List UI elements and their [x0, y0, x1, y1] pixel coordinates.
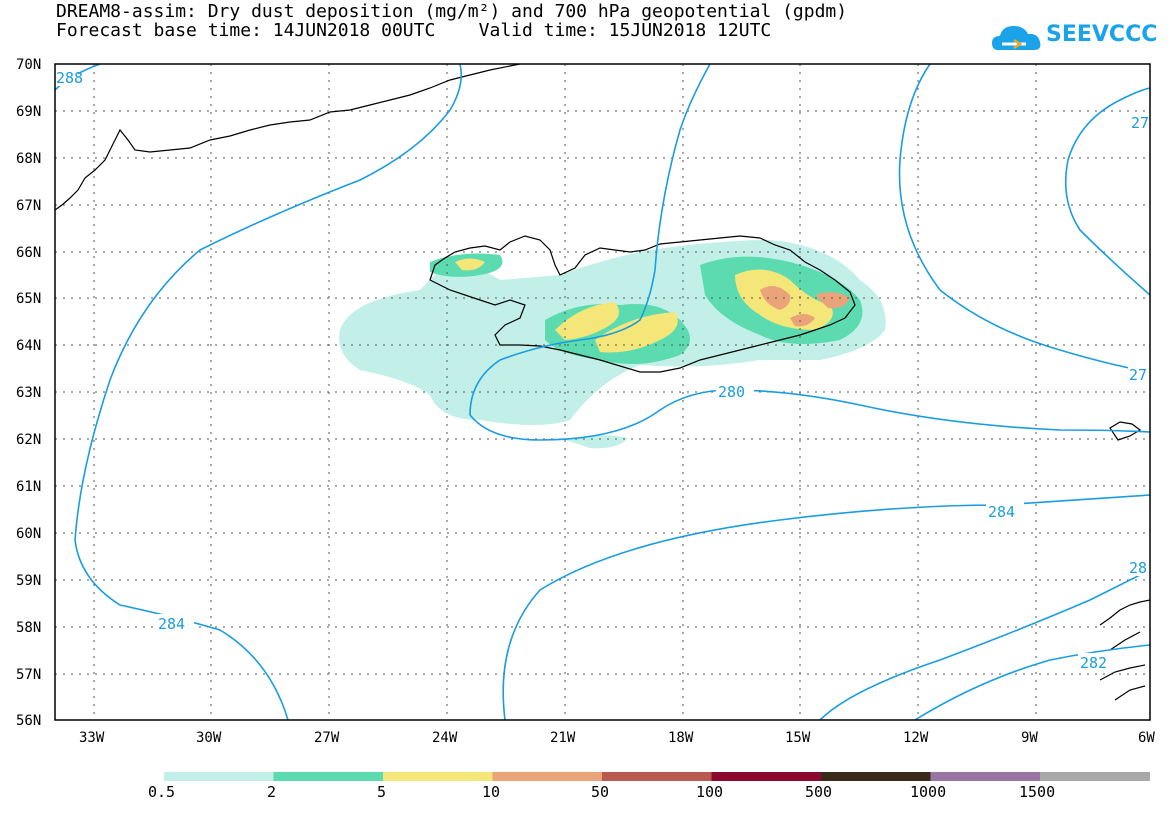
lat-label: 61N	[16, 479, 41, 495]
contour-label: 280	[718, 383, 745, 401]
legend-label: 5	[377, 783, 386, 801]
legend-label: 100	[696, 783, 723, 801]
lat-label: 68N	[16, 151, 41, 167]
greenland-coast	[54, 63, 521, 211]
lat-label: 60N	[16, 526, 41, 542]
contour-label: 284	[158, 615, 185, 633]
coastlines	[54, 63, 1151, 701]
lon-label: 15W	[785, 730, 811, 746]
legend-swatch	[602, 772, 712, 781]
faroe-islands-coast	[1109, 421, 1142, 441]
cloud-icon	[992, 26, 1041, 50]
contour-label: 28	[1129, 559, 1147, 577]
legend-label: 10	[482, 783, 500, 801]
lat-label: 70N	[16, 57, 41, 73]
legend-label: 50	[591, 783, 609, 801]
contour-label: 284	[988, 503, 1015, 521]
contour-label: 288	[56, 69, 83, 87]
legend-label: 1500	[1019, 783, 1055, 801]
legend-swatch	[821, 772, 931, 781]
lat-label: 65N	[16, 291, 41, 307]
legend-swatch	[1040, 772, 1150, 781]
contour-label: 282	[1080, 654, 1107, 672]
lat-label: 67N	[16, 198, 41, 214]
logo-text: SEEVCCC	[1046, 22, 1158, 47]
scotland-coast	[1099, 599, 1151, 701]
iceland-coast	[429, 235, 856, 373]
legend-swatch	[492, 772, 603, 781]
lon-label: 27W	[314, 730, 340, 746]
lon-label: 6W	[1138, 730, 1155, 746]
latitude-labels: 70N 69N 68N 67N 66N 65N 64N 63N 62N 61N …	[16, 57, 41, 729]
legend-colorbar	[164, 772, 1150, 781]
lat-label: 64N	[16, 338, 41, 354]
contour-label: 27	[1131, 114, 1149, 132]
lat-label: 62N	[16, 432, 41, 448]
contour-label: 27	[1129, 366, 1147, 384]
legend-label: 1000	[910, 783, 946, 801]
lon-label: 18W	[668, 730, 694, 746]
geopotential-contours	[54, 63, 1151, 721]
legend-swatch	[930, 772, 1041, 781]
lat-label: 56N	[16, 713, 41, 729]
map-frame	[54, 63, 1151, 721]
contour-labels: 288 284 280 284 28 27 27 282	[54, 68, 1152, 672]
lon-label: 30W	[196, 730, 222, 746]
legend-swatch	[383, 772, 493, 781]
lon-label: 9W	[1021, 730, 1038, 746]
lat-label: 69N	[16, 104, 41, 120]
map-grid	[55, 64, 1150, 720]
lat-label: 57N	[16, 667, 41, 683]
legend-swatch	[164, 772, 274, 781]
map-title-line-2: Forecast base time: 14JUN2018 00UTC Vali…	[56, 20, 772, 41]
lat-label: 58N	[16, 620, 41, 636]
legend-swatch	[273, 772, 384, 781]
lon-label: 33W	[79, 730, 105, 746]
legend-labels: 0.5 2 5 10 50 100 500 1000 1500	[148, 783, 1055, 801]
lat-label: 63N	[16, 385, 41, 401]
legend-label: 500	[805, 783, 832, 801]
lon-label: 21W	[550, 730, 576, 746]
map-title-line-1: DREAM8-assim: Dry dust deposition (mg/m²…	[56, 1, 848, 22]
lon-label: 24W	[432, 730, 458, 746]
longitude-labels: 33W 30W 27W 24W 21W 18W 15W 12W 9W 6W	[79, 730, 1155, 746]
dust-deposition-shading	[339, 240, 886, 449]
lat-label: 59N	[16, 573, 41, 589]
legend-label: 2	[267, 783, 276, 801]
legend-label: 0.5	[148, 783, 175, 801]
lon-label: 12W	[903, 730, 929, 746]
lat-label: 66N	[16, 245, 41, 261]
legend-swatch	[711, 772, 822, 781]
